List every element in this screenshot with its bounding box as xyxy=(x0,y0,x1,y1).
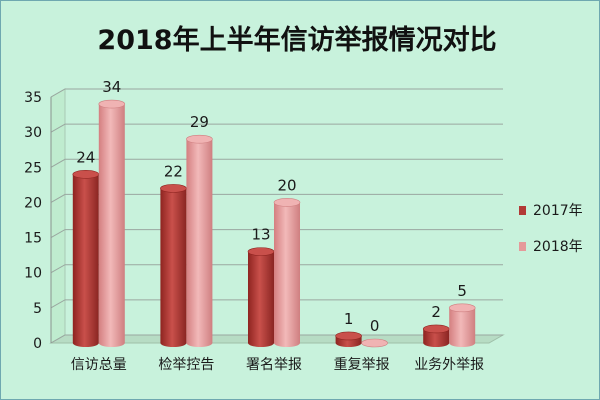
data-label: 13 xyxy=(251,226,270,244)
y-tick-label: 0 xyxy=(33,336,42,352)
x-axis-category-labels: 信访总量 检举控告 署名举报 重复举报 业务外举报 xyxy=(71,356,484,373)
bar-2018年-信访总量 xyxy=(98,99,126,348)
gridline xyxy=(50,229,503,239)
legend-swatch xyxy=(519,206,526,215)
bar-2017年-重复举报 xyxy=(335,331,362,347)
x-category-label: 重复举报 xyxy=(334,356,390,373)
gridline xyxy=(50,158,503,168)
y-tick-label: 30 xyxy=(24,125,42,141)
gridline xyxy=(50,264,503,274)
y-tick-label: 35 xyxy=(24,90,42,106)
gridline xyxy=(50,299,503,309)
y-tick-label: 5 xyxy=(33,301,42,317)
x-category-label: 检举控告 xyxy=(158,357,214,373)
gridlines xyxy=(50,88,503,344)
bar-2018年-业务外举报 xyxy=(448,303,476,347)
x-category-label: 信访总量 xyxy=(71,357,127,373)
bar-2017年-署名举报 xyxy=(247,247,275,347)
legend-swatch xyxy=(519,242,526,251)
legend: 2017年 2018年 xyxy=(519,203,583,255)
bar-2018年-署名举报 xyxy=(273,198,301,347)
data-label: 1 xyxy=(344,310,354,328)
bar-2018年-重复举报 xyxy=(361,338,388,348)
y-axis-tick-labels: 0 5 10 15 20 25 30 35 xyxy=(24,90,42,352)
data-label: 24 xyxy=(76,148,95,166)
gridline xyxy=(50,88,503,98)
gridline xyxy=(50,193,503,203)
y-tick-label: 15 xyxy=(24,231,42,247)
bar-2017年-检举控告 xyxy=(160,184,187,347)
data-label: 20 xyxy=(277,176,296,194)
data-label: 29 xyxy=(190,113,209,131)
data-label: 34 xyxy=(102,78,121,96)
data-label: 22 xyxy=(164,162,183,180)
chart-title: 2018年上半年信访举报情况对比 xyxy=(97,24,496,56)
data-label: 2 xyxy=(431,303,441,321)
bar-2017年-业务外举报 xyxy=(422,324,450,347)
legend-label: 2017年 xyxy=(533,203,583,219)
side-wall xyxy=(50,88,66,344)
gridline xyxy=(50,123,503,133)
y-tick-label: 20 xyxy=(24,195,42,211)
bar-2017年-信访总量 xyxy=(72,170,100,347)
bar-series xyxy=(72,99,476,348)
bar-2018年-检举控告 xyxy=(186,134,213,347)
x-category-label: 业务外举报 xyxy=(414,357,484,373)
x-category-label: 署名举报 xyxy=(246,357,302,373)
y-tick-label: 25 xyxy=(24,160,42,176)
data-label: 0 xyxy=(370,317,380,335)
data-labels: 24 34 22 29 13 20 1 0 25 xyxy=(76,78,467,335)
y-tick-label: 10 xyxy=(24,266,42,282)
data-label: 5 xyxy=(457,282,467,300)
legend-label: 2018年 xyxy=(533,239,583,255)
